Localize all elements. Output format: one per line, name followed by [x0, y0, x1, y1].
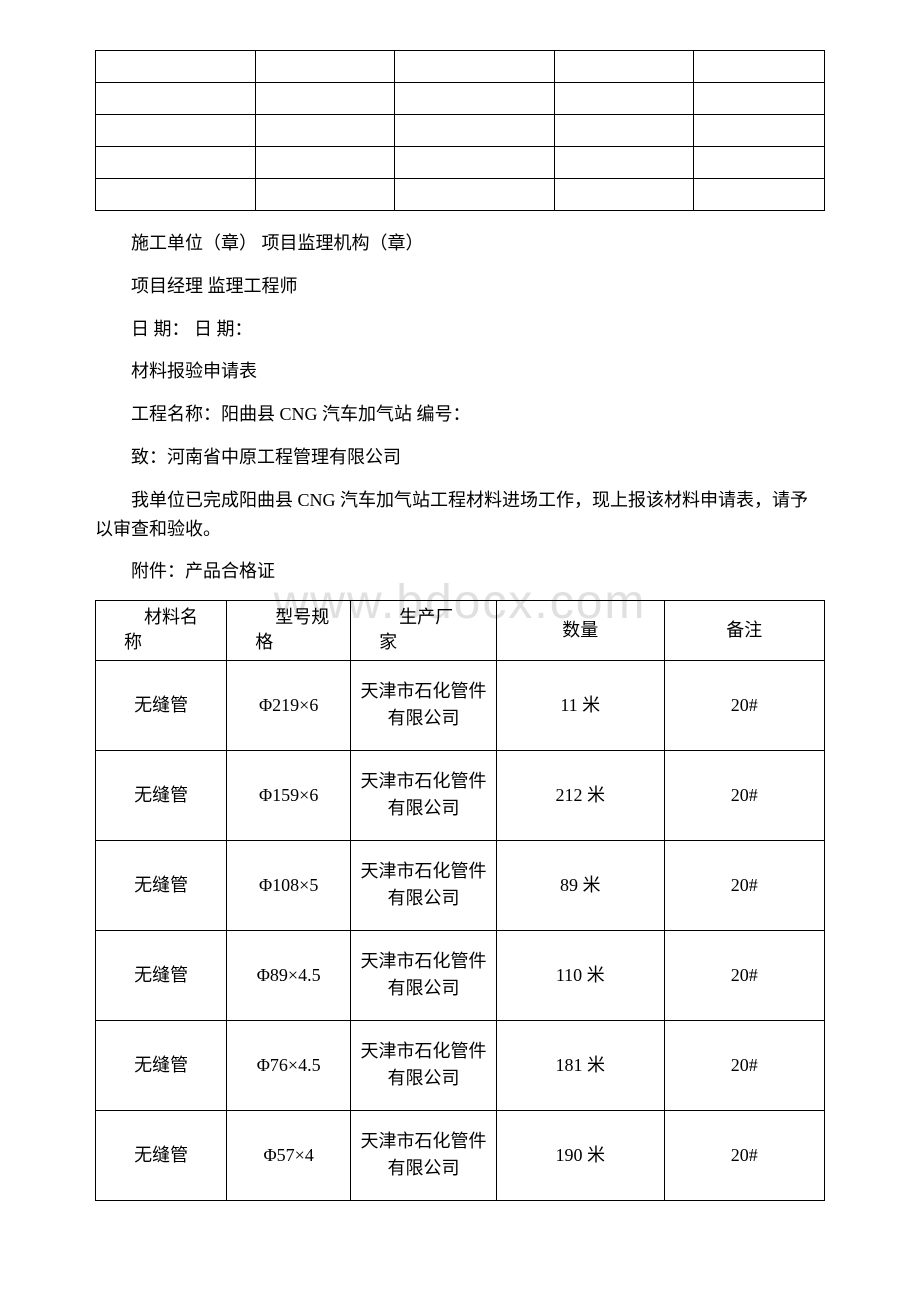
- cell-maker: 天津市石化管件有限公司: [351, 750, 497, 840]
- header-name-l1: 材料名: [124, 607, 198, 627]
- cell-remark: 20#: [664, 1110, 824, 1200]
- header-maker-l2: 家: [379, 632, 397, 652]
- table-row: 无缝管 Φ219×6 天津市石化管件有限公司 11 米 20#: [96, 660, 825, 750]
- cell-name: 无缝管: [96, 930, 227, 1020]
- header-remark: 备注: [664, 601, 824, 660]
- materials-table-head: 材料名 称 型号规 格 生产厂 家 数量 备注: [96, 601, 825, 660]
- header-maker: 生产厂 家: [351, 601, 497, 660]
- materials-table-body: 无缝管 Φ219×6 天津市石化管件有限公司 11 米 20# 无缝管 Φ159…: [96, 660, 825, 1200]
- body-text: 施工单位（章） 项目监理机构（章） 项目经理 监理工程师 日 期： 日 期： 材…: [95, 229, 825, 586]
- cell-spec: Φ76×4.5: [227, 1020, 351, 1110]
- form-title: 材料报验申请表: [95, 357, 825, 386]
- cell-remark: 20#: [664, 750, 824, 840]
- page-content: 施工单位（章） 项目监理机构（章） 项目经理 监理工程师 日 期： 日 期： 材…: [95, 50, 825, 1201]
- attachment-line: 附件：产品合格证: [95, 557, 825, 586]
- cell-remark: 20#: [664, 660, 824, 750]
- cell-qty: 190 米: [496, 1110, 664, 1200]
- cell-maker: 天津市石化管件有限公司: [351, 840, 497, 930]
- header-maker-l1: 生产厂: [379, 607, 453, 627]
- cell-name: 无缝管: [96, 660, 227, 750]
- cell-qty: 212 米: [496, 750, 664, 840]
- table-row: 无缝管 Φ89×4.5 天津市石化管件有限公司 110 米 20#: [96, 930, 825, 1020]
- header-row: 材料名 称 型号规 格 生产厂 家 数量 备注: [96, 601, 825, 660]
- cell-spec: Φ219×6: [227, 660, 351, 750]
- table-row: [96, 83, 825, 115]
- materials-table: 材料名 称 型号规 格 生产厂 家 数量 备注 无缝管 Φ219×6 天津市石化…: [95, 600, 825, 1200]
- cell-qty: 11 米: [496, 660, 664, 750]
- table-row: [96, 179, 825, 211]
- cell-name: 无缝管: [96, 840, 227, 930]
- cell-maker: 天津市石化管件有限公司: [351, 660, 497, 750]
- cell-remark: 20#: [664, 930, 824, 1020]
- project-name-line: 工程名称：阳曲县 CNG 汽车加气站 编号：: [95, 400, 825, 429]
- cell-spec: Φ57×4: [227, 1110, 351, 1200]
- cell-name: 无缝管: [96, 1110, 227, 1200]
- header-spec-l2: 格: [255, 632, 273, 652]
- table-row: 无缝管 Φ57×4 天津市石化管件有限公司 190 米 20#: [96, 1110, 825, 1200]
- cell-remark: 20#: [664, 1020, 824, 1110]
- header-name-l2: 称: [124, 632, 142, 652]
- cell-qty: 110 米: [496, 930, 664, 1020]
- header-qty: 数量: [496, 601, 664, 660]
- table-row: [96, 147, 825, 179]
- cell-qty: 89 米: [496, 840, 664, 930]
- table-row: 无缝管 Φ159×6 天津市石化管件有限公司 212 米 20#: [96, 750, 825, 840]
- cell-spec: Φ89×4.5: [227, 930, 351, 1020]
- cell-spec: Φ108×5: [227, 840, 351, 930]
- signature-line-3: 日 期： 日 期：: [95, 315, 825, 344]
- cell-maker: 天津市石化管件有限公司: [351, 1020, 497, 1110]
- cell-maker: 天津市石化管件有限公司: [351, 1110, 497, 1200]
- addressee-line: 致：河南省中原工程管理有限公司: [95, 443, 825, 472]
- table-row: 无缝管 Φ108×5 天津市石化管件有限公司 89 米 20#: [96, 840, 825, 930]
- cell-maker: 天津市石化管件有限公司: [351, 930, 497, 1020]
- statement-paragraph: 我单位已完成阳曲县 CNG 汽车加气站工程材料进场工作，现上报该材料申请表，请予…: [95, 486, 825, 544]
- signature-line-1: 施工单位（章） 项目监理机构（章）: [95, 229, 825, 258]
- header-spec-l1: 型号规: [255, 607, 329, 627]
- header-name: 材料名 称: [96, 601, 227, 660]
- empty-table-body: [96, 51, 825, 211]
- table-row: 无缝管 Φ76×4.5 天津市石化管件有限公司 181 米 20#: [96, 1020, 825, 1110]
- cell-qty: 181 米: [496, 1020, 664, 1110]
- cell-remark: 20#: [664, 840, 824, 930]
- empty-table: [95, 50, 825, 211]
- table-row: [96, 115, 825, 147]
- cell-name: 无缝管: [96, 1020, 227, 1110]
- cell-spec: Φ159×6: [227, 750, 351, 840]
- signature-line-2: 项目经理 监理工程师: [95, 272, 825, 301]
- table-row: [96, 51, 825, 83]
- header-spec: 型号规 格: [227, 601, 351, 660]
- cell-name: 无缝管: [96, 750, 227, 840]
